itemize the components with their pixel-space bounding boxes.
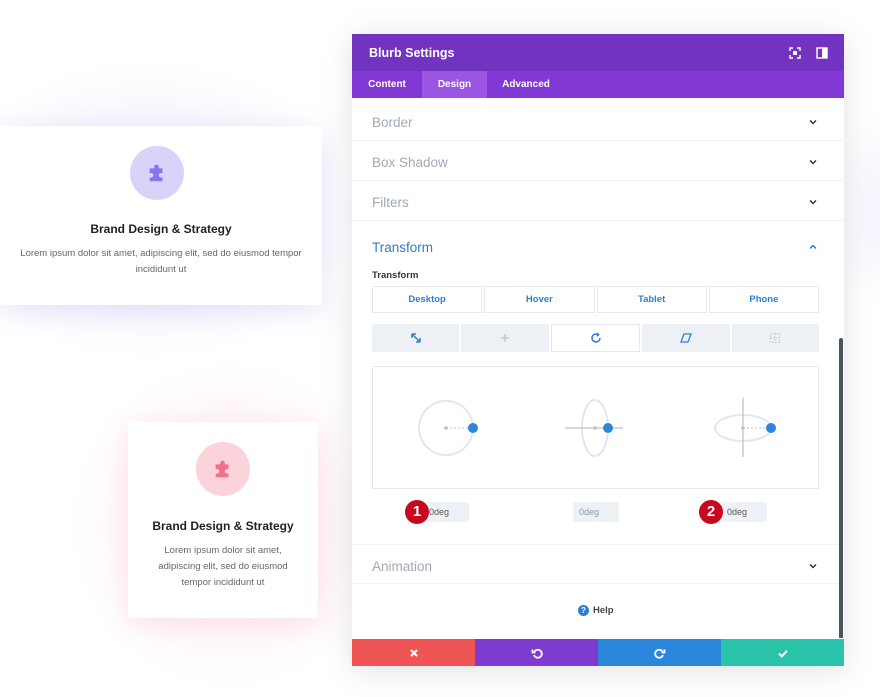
puzzle-icon bbox=[215, 460, 229, 478]
annotation-badge-2: 2 bbox=[699, 500, 723, 524]
blurb-card-pink[interactable]: Brand Design & Strategy Lorem ipsum dolo… bbox=[128, 422, 318, 618]
section-label: Filters bbox=[372, 195, 409, 210]
rotate-preview-graphics bbox=[418, 398, 776, 457]
fullscreen-icon[interactable] bbox=[788, 46, 802, 60]
section-transform-title[interactable]: Transform bbox=[372, 240, 434, 255]
chevron-up-icon[interactable] bbox=[808, 242, 818, 252]
transform-scale-tool[interactable] bbox=[372, 324, 460, 352]
section-animation[interactable]: Animation bbox=[352, 544, 844, 584]
rotate-y-input[interactable]: 0deg bbox=[721, 502, 767, 522]
skew-icon bbox=[679, 333, 692, 343]
annotation-badge-1: 1 bbox=[405, 500, 429, 524]
blurb-title: Brand Design & Strategy bbox=[152, 519, 294, 533]
help-label: Help bbox=[593, 605, 614, 616]
device-tab-desktop[interactable]: Desktop bbox=[372, 286, 483, 313]
redo-button[interactable] bbox=[598, 639, 721, 666]
chevron-down-icon bbox=[809, 199, 817, 205]
device-tabs: Desktop Hover Tablet Phone bbox=[372, 286, 819, 313]
rotate-z-dial[interactable] bbox=[418, 400, 478, 456]
help-icon: ? bbox=[578, 605, 589, 616]
translate-icon bbox=[501, 334, 510, 342]
rotate-z-input[interactable]: 0deg bbox=[423, 502, 469, 522]
redo-icon bbox=[653, 648, 665, 659]
rotate-preview-panel bbox=[372, 366, 819, 489]
section-label: Box Shadow bbox=[372, 155, 448, 170]
blurb-icon-circle bbox=[196, 442, 250, 496]
section-label: Border bbox=[372, 115, 413, 130]
rotate-y-dial[interactable] bbox=[714, 398, 776, 457]
device-tab-tablet[interactable]: Tablet bbox=[596, 286, 707, 313]
cancel-button[interactable] bbox=[352, 639, 475, 666]
tab-design[interactable]: Design bbox=[422, 71, 487, 98]
modal-body: Border Box Shadow Filters Transform Tran… bbox=[352, 98, 844, 638]
transform-origin-tool[interactable] bbox=[731, 324, 820, 352]
transform-skew-tool[interactable] bbox=[642, 324, 730, 352]
transform-option-label: Transform bbox=[372, 270, 419, 281]
rotate-x-input[interactable]: 0deg bbox=[573, 502, 619, 522]
close-icon bbox=[409, 648, 418, 657]
split-view-icon[interactable] bbox=[815, 46, 829, 60]
section-label: Animation bbox=[372, 559, 433, 574]
tab-content[interactable]: Content bbox=[368, 79, 406, 90]
chevron-down-icon bbox=[809, 159, 817, 165]
modal-tabs: Content Design Advanced bbox=[352, 71, 844, 98]
checkmark-icon bbox=[777, 649, 788, 658]
chevron-down-icon bbox=[809, 563, 817, 569]
blurb-card-purple[interactable]: Brand Design & Strategy Lorem ipsum dolo… bbox=[0, 126, 322, 305]
modal-title: Blurb Settings bbox=[369, 46, 455, 60]
save-button[interactable] bbox=[721, 639, 844, 666]
transform-translate-tool[interactable] bbox=[461, 324, 549, 352]
blurb-text: Lorem ipsum dolor sit amet, adipiscing e… bbox=[20, 248, 302, 275]
modal-header[interactable]: Blurb Settings bbox=[352, 34, 844, 71]
transform-tool-row bbox=[372, 324, 820, 352]
undo-icon bbox=[531, 648, 543, 659]
section-box-shadow[interactable]: Box Shadow bbox=[352, 141, 844, 181]
scale-icon bbox=[410, 333, 421, 343]
blurb-text: Lorem ipsum dolor sit amet, adipiscing e… bbox=[158, 545, 288, 588]
rotate-x-dial[interactable] bbox=[565, 399, 623, 457]
blurb-title: Brand Design & Strategy bbox=[90, 222, 232, 236]
section-filters[interactable]: Filters bbox=[352, 181, 844, 221]
blurb-settings-modal: Blurb Settings Content Design Advanced B… bbox=[352, 34, 844, 666]
origin-icon bbox=[770, 333, 781, 343]
modal-footer bbox=[352, 639, 844, 666]
device-tab-hover[interactable]: Hover bbox=[484, 286, 595, 313]
section-border[interactable]: Border bbox=[352, 101, 844, 141]
tab-advanced[interactable]: Advanced bbox=[502, 79, 550, 90]
undo-button[interactable] bbox=[475, 639, 598, 666]
rotate-icon bbox=[590, 332, 601, 343]
blurb-icon-circle bbox=[130, 146, 184, 200]
scrollbar[interactable] bbox=[839, 338, 843, 638]
help-link[interactable]: ? Help bbox=[578, 605, 614, 616]
chevron-down-icon bbox=[809, 119, 817, 125]
device-tab-phone[interactable]: Phone bbox=[708, 286, 819, 313]
transform-rotate-tool[interactable] bbox=[550, 324, 641, 352]
puzzle-icon bbox=[149, 164, 163, 182]
